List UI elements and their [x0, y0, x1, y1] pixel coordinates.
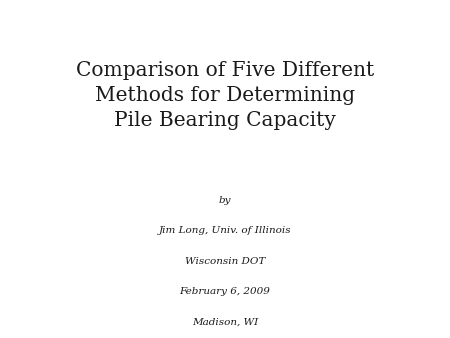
Text: Comparison of Five Different
Methods for Determining
Pile Bearing Capacity: Comparison of Five Different Methods for… [76, 61, 374, 130]
Text: Wisconsin DOT: Wisconsin DOT [185, 257, 265, 266]
Text: by: by [219, 196, 231, 205]
Text: Madison, WI: Madison, WI [192, 318, 258, 327]
Text: Jim Long, Univ. of Illinois: Jim Long, Univ. of Illinois [159, 226, 291, 236]
Text: February 6, 2009: February 6, 2009 [180, 287, 270, 296]
